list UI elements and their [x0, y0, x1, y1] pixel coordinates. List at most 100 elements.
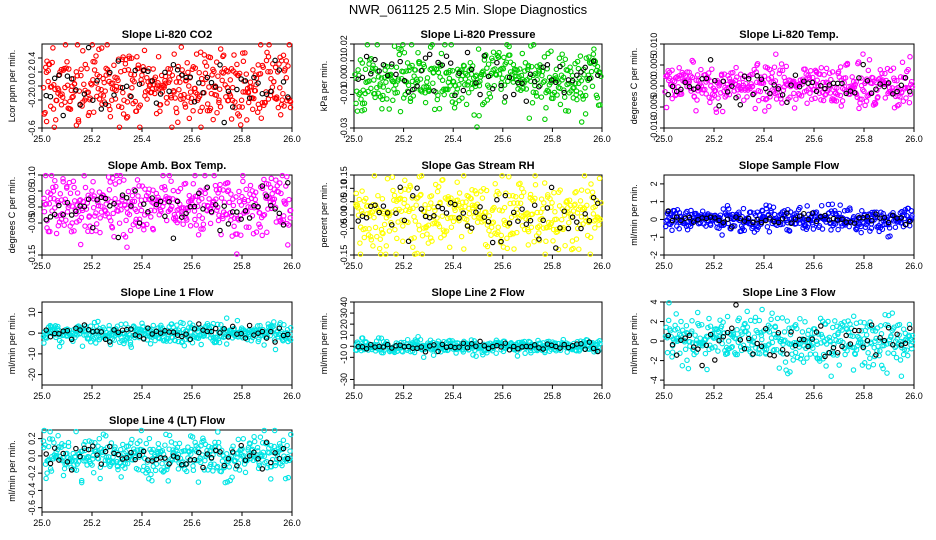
data-point	[679, 362, 686, 369]
data-point	[215, 73, 221, 79]
data-point	[252, 196, 259, 203]
reference-point	[123, 83, 130, 90]
reference-point	[712, 77, 718, 84]
data-point	[135, 193, 141, 199]
data-point	[514, 229, 520, 236]
data-point	[844, 61, 851, 68]
data-point	[245, 204, 251, 210]
data-point	[476, 112, 482, 119]
reference-point	[519, 206, 525, 212]
reference-point	[907, 88, 913, 95]
data-point	[501, 82, 508, 88]
reference-point	[64, 73, 71, 79]
data-point	[266, 42, 272, 48]
data-point	[372, 90, 378, 97]
data-point	[415, 49, 421, 56]
data-point	[908, 78, 915, 85]
data-point	[857, 96, 863, 102]
data-point	[182, 180, 189, 187]
data-point	[427, 235, 434, 241]
data-point	[70, 178, 77, 185]
y-tick-label: -10	[27, 347, 37, 360]
data-point	[71, 81, 78, 87]
reference-point	[902, 75, 909, 81]
data-point	[110, 175, 116, 181]
reference-point	[468, 225, 475, 231]
data-point	[542, 251, 548, 257]
reference-point	[380, 62, 387, 68]
data-point	[144, 96, 150, 102]
data-point	[67, 106, 74, 112]
reference-point	[557, 63, 563, 70]
data-point	[767, 94, 773, 100]
data-point	[392, 226, 398, 233]
data-point	[856, 105, 862, 112]
y-tick-label: -0.05	[339, 218, 349, 239]
data-point	[573, 236, 580, 242]
data-point	[456, 81, 462, 88]
reference-point	[665, 208, 671, 214]
data-point	[434, 188, 441, 195]
reference-point	[796, 213, 803, 219]
reference-point	[90, 97, 96, 103]
reference-point	[422, 55, 429, 61]
data-point	[192, 216, 198, 223]
data-point	[276, 61, 282, 67]
reference-point	[183, 210, 189, 217]
reference-point	[405, 238, 412, 245]
data-point	[108, 218, 114, 224]
data-point	[50, 45, 56, 51]
reference-point	[285, 180, 291, 186]
data-point	[51, 124, 58, 130]
data-point	[724, 313, 731, 320]
data-point	[418, 173, 425, 179]
data-point	[44, 217, 50, 224]
reference-point	[669, 217, 676, 224]
y-tick-label: 1	[649, 199, 659, 204]
data-point	[783, 63, 790, 70]
data-point	[281, 200, 288, 206]
x-tick-label: 26.0	[905, 134, 923, 144]
data-point	[97, 475, 103, 482]
data-point	[496, 190, 502, 197]
data-point	[198, 124, 204, 130]
data-point	[135, 62, 142, 68]
reference-point	[498, 82, 504, 89]
data-point	[468, 195, 474, 202]
reference-point	[595, 72, 601, 79]
data-point	[787, 94, 793, 101]
data-point	[662, 88, 668, 95]
data-point	[548, 48, 554, 54]
data-point	[492, 181, 498, 187]
y-tick-label: -0.6	[27, 500, 37, 516]
data-point	[416, 222, 422, 229]
data-point	[718, 72, 725, 79]
data-point	[411, 73, 417, 79]
data-point	[474, 219, 481, 226]
data-point	[823, 65, 830, 72]
data-point	[199, 215, 206, 221]
data-point	[755, 97, 762, 104]
data-point	[169, 72, 176, 79]
panel-title: Slope Li-820 Pressure	[421, 29, 536, 41]
y-tick-label: 0.005	[649, 54, 659, 77]
data-point	[285, 474, 292, 481]
data-point	[712, 87, 719, 94]
reference-point	[779, 215, 786, 222]
data-point	[454, 197, 461, 203]
data-point	[484, 243, 491, 250]
reference-point	[397, 58, 403, 65]
data-point	[713, 106, 719, 112]
y-tick-label: 0	[27, 331, 37, 336]
reference-point	[489, 239, 496, 246]
data-point	[109, 80, 116, 86]
data-point	[202, 457, 208, 464]
reference-point	[149, 78, 155, 84]
data-point	[120, 89, 126, 96]
x-tick-label: 26.0	[905, 261, 923, 271]
data-point	[669, 227, 675, 234]
data-point	[41, 208, 48, 215]
data-point	[53, 97, 60, 104]
data-point	[770, 204, 777, 211]
